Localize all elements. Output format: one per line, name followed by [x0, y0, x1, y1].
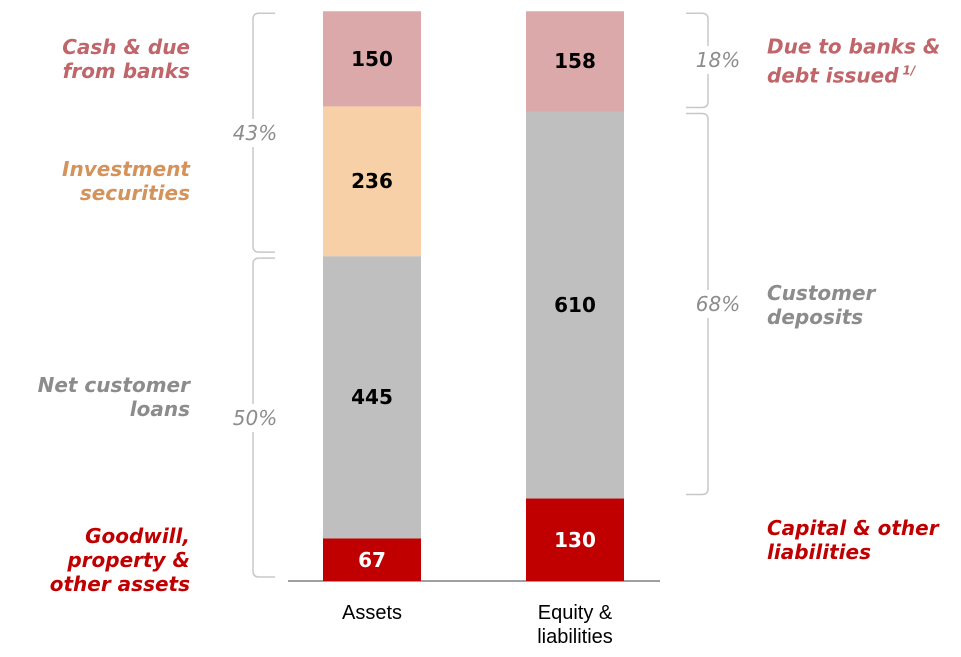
x-tick-label: Equity & liabilities	[537, 602, 613, 648]
segment-label: Investment securities	[5, 157, 190, 205]
data-label: 130	[554, 527, 596, 552]
segment-name: Net customer loans	[37, 373, 190, 422]
data-label: 67	[358, 547, 386, 572]
share-label: 68%	[695, 290, 741, 319]
bar-segment	[323, 11, 421, 107]
segment-name: Capital & other liabilities	[767, 515, 939, 564]
data-label: 445	[351, 385, 393, 410]
data-label: 150	[351, 46, 393, 71]
bar-segment	[526, 498, 624, 581]
bar-segment	[323, 106, 421, 257]
segment-name: Due to banks & debt issued	[767, 35, 941, 88]
share-label: 18%	[695, 46, 741, 75]
segment-name: Customer deposits	[767, 281, 876, 330]
share-label: 50%	[232, 403, 278, 432]
segment-name: Cash & due from banks	[62, 34, 190, 83]
bar-segment	[526, 11, 624, 112]
segment-label: Due to banks & debt issued 1/	[767, 35, 947, 88]
segment-name: Investment securities	[62, 157, 190, 206]
data-label: 610	[554, 293, 596, 318]
bar-segment	[323, 256, 421, 539]
bar-segment	[526, 111, 624, 499]
data-label: 236	[351, 169, 393, 194]
data-label: 158	[554, 49, 596, 74]
segment-label: Cash & due from banks	[5, 35, 190, 83]
segment-label: Goodwill, property & other assets	[5, 524, 190, 596]
segment-label: Capital & other liabilities	[767, 516, 947, 564]
bar-segment	[323, 538, 421, 581]
share-label: 43%	[232, 118, 278, 147]
segment-label: Net customer loans	[5, 373, 190, 421]
segment-label: Customer deposits	[767, 281, 947, 329]
footnote: 1/	[902, 64, 916, 79]
x-tick-label: Assets	[341, 602, 403, 624]
segment-name: Goodwill, property & other assets	[49, 523, 190, 596]
